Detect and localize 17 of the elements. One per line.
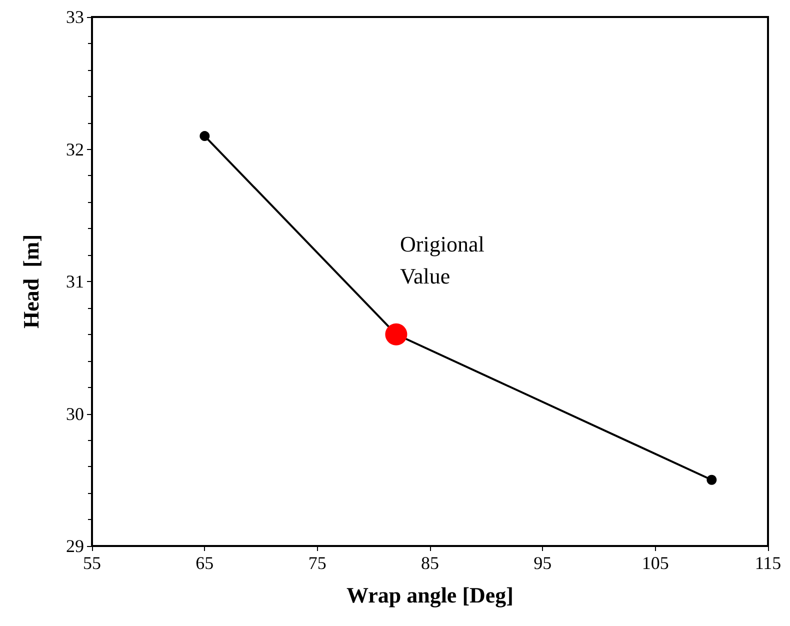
y-tick-label: 32: [66, 139, 84, 160]
x-tick-label: 65: [196, 553, 214, 573]
x-tick-label: 75: [308, 553, 326, 573]
x-tick-label: 85: [421, 553, 439, 573]
x-tick-label: 115: [754, 553, 782, 573]
x-tick-label: 55: [83, 553, 101, 573]
x-tick-label: 95: [534, 553, 552, 573]
x-tick-label: 105: [642, 553, 669, 573]
y-axis-title: Head [m]: [18, 234, 44, 329]
point: [200, 131, 210, 142]
y-tick-label: 33: [66, 7, 84, 27]
y-tick-label: 31: [66, 272, 84, 292]
y-tick-label: 30: [66, 404, 84, 424]
x-axis-title: Wrap angle [Deg]: [346, 582, 514, 608]
annotation: Origional Value: [400, 232, 490, 288]
y-tick-label: 29: [66, 536, 84, 556]
point: [706, 474, 717, 485]
